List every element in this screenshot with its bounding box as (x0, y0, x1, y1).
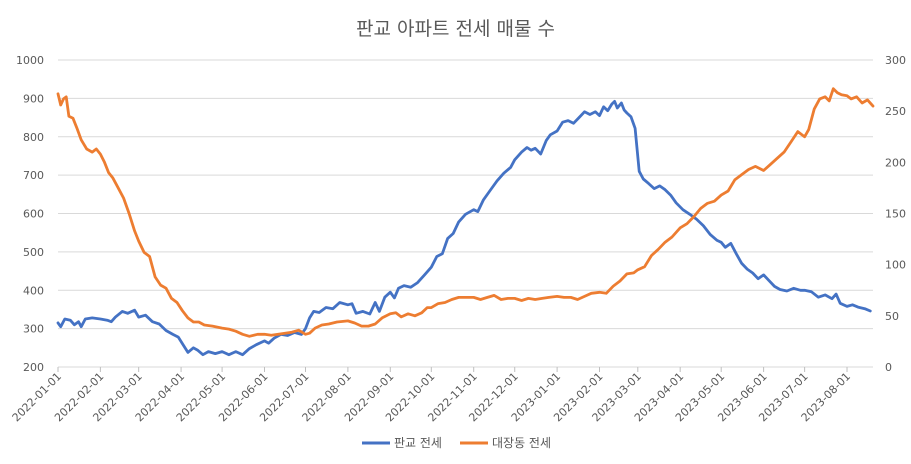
legend-label: 판교 전세 (394, 436, 442, 450)
legend: 판교 전세 대장동 전세 (362, 436, 551, 450)
y2-tick-label: 300 (885, 54, 906, 67)
y-tick-label: 300 (23, 323, 44, 336)
y-tick-label: 600 (23, 208, 44, 221)
y-axis-right: 0 50 100 150 200 250 300 (885, 54, 906, 374)
y-tick-label: 500 (23, 246, 44, 259)
series-lines (56, 87, 875, 357)
y-tick-label: 1000 (16, 54, 44, 67)
y2-tick-label: 150 (885, 208, 906, 221)
y2-tick-label: 200 (885, 156, 906, 169)
y-tick-label: 400 (23, 284, 44, 297)
y2-tick-label: 50 (885, 310, 899, 323)
y-tick-label: 700 (23, 169, 44, 182)
series-line-0 (56, 100, 872, 357)
y2-tick-label: 250 (885, 105, 906, 118)
y-tick-label: 200 (23, 361, 44, 374)
y-tick-label: 800 (23, 131, 44, 144)
y-tick-label: 900 (23, 92, 44, 105)
series-line-1 (56, 87, 875, 338)
chart-title: 판교 아파트 전세 매물 수 (356, 18, 555, 40)
y2-tick-label: 100 (885, 259, 906, 272)
y2-tick-label: 0 (885, 361, 892, 374)
legend-label: 대장동 전세 (492, 436, 551, 450)
x-axis: 2022-01-012022-02-012022-03-012022-04-01… (10, 366, 873, 424)
y-axis-left: 200 300 400 500 600 700 800 900 1000 (16, 54, 44, 374)
